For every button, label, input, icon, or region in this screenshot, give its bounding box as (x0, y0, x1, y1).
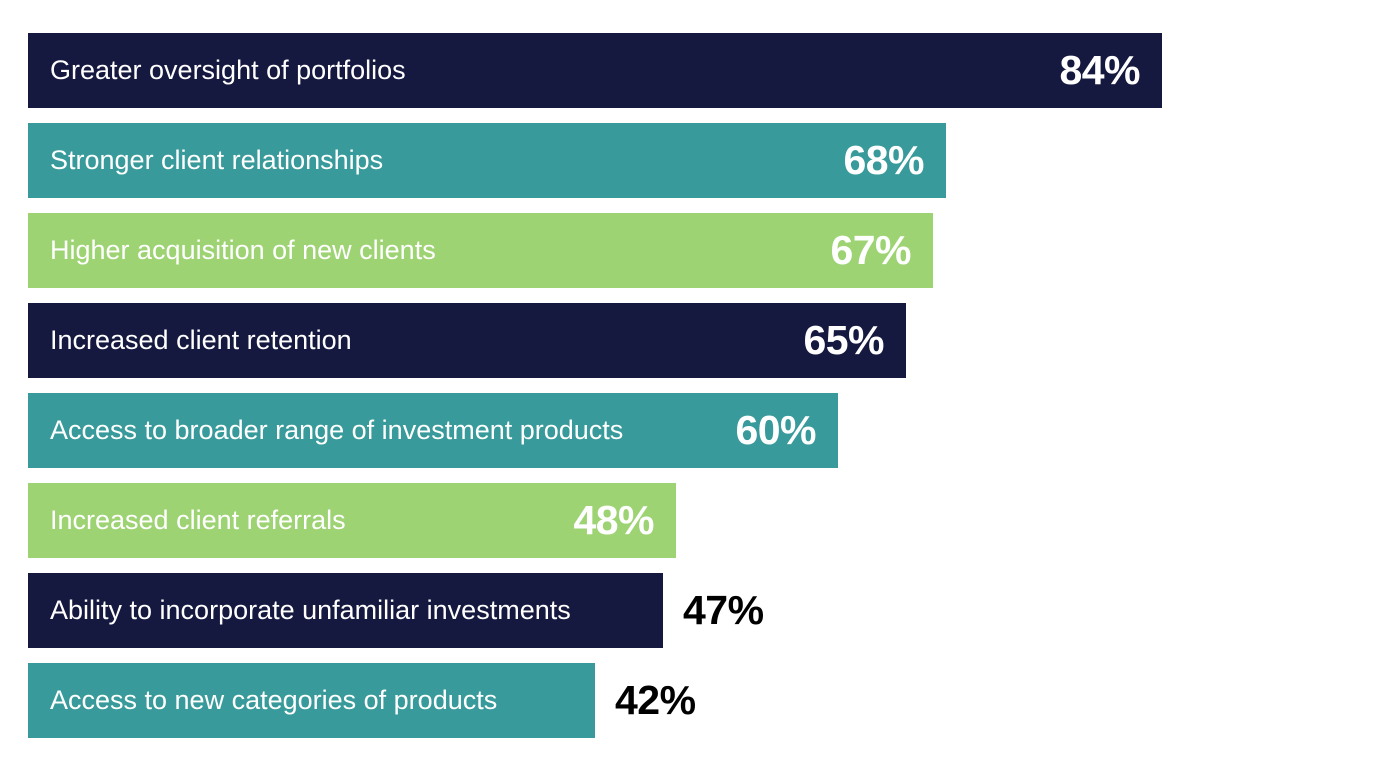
bar-category-label: Increased client retention (50, 325, 352, 355)
bar-category-label: Ability to incorporate unfamiliar invest… (50, 595, 571, 625)
bar-category-label: Higher acquisition of new clients (50, 235, 436, 265)
bar-category-label: Stronger client relationships (50, 145, 384, 175)
bar-category-label: Increased client referrals (50, 505, 346, 535)
bar: Increased client retention (28, 303, 906, 378)
bar-value-label: 65% (803, 317, 884, 363)
bar: Access to new categories of products (28, 663, 595, 738)
bar-value-label: 42% (615, 677, 696, 723)
bar-value-label: 67% (830, 227, 911, 273)
bar-category-label: Access to broader range of investment pr… (50, 415, 624, 445)
bar-value-label: 60% (735, 407, 816, 453)
bar: Higher acquisition of new clients (28, 213, 933, 288)
bar: Ability to incorporate unfamiliar invest… (28, 573, 663, 648)
bar: Access to broader range of investment pr… (28, 393, 838, 468)
bar: Stronger client relationships (28, 123, 946, 198)
bar-value-label: 47% (683, 587, 764, 633)
bar-value-label: 68% (843, 137, 924, 183)
bar-category-label: Greater oversight of portfolios (50, 55, 406, 85)
bar-value-label: 84% (1059, 47, 1140, 93)
bar-value-label: 48% (573, 497, 654, 543)
bar: Greater oversight of portfolios (28, 33, 1162, 108)
bar-category-label: Access to new categories of products (50, 685, 498, 715)
bar: Increased client referrals (28, 483, 676, 558)
